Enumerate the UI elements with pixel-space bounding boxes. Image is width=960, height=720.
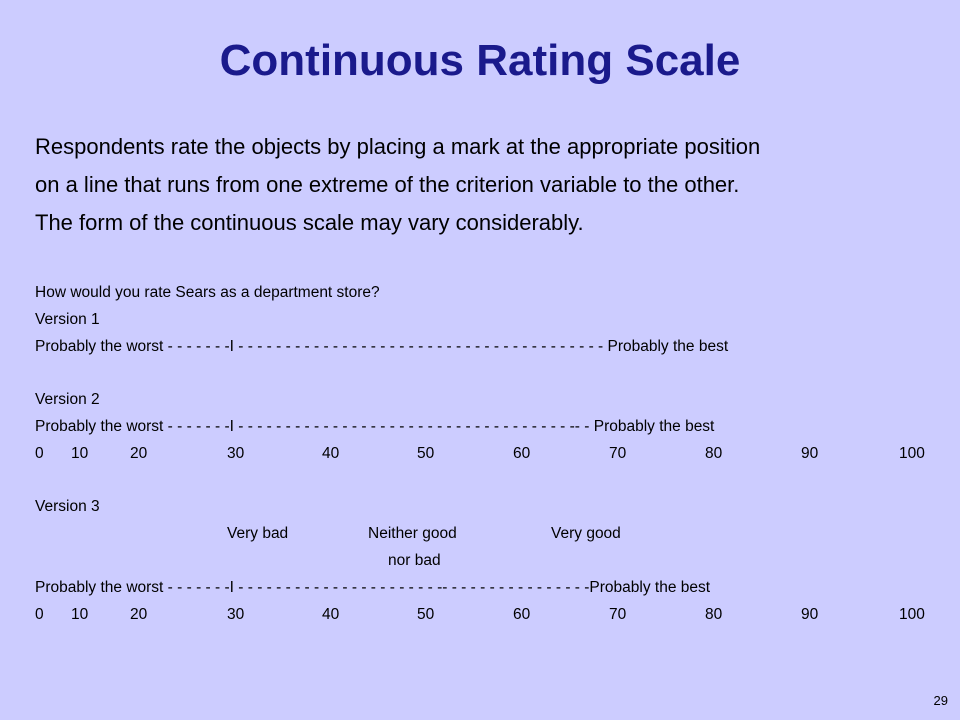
slide-title: Continuous Rating Scale (219, 36, 741, 85)
scale-number: 60 (513, 606, 531, 623)
anchor-neither-good: Neither good (368, 525, 457, 542)
version2-scale-numbers: 0 10 20 30 40 50 60 70 80 90 100 (35, 444, 935, 464)
anchor-nor-bad: nor bad (388, 552, 441, 569)
anchor-very-good: Very good (551, 525, 621, 542)
version1-scale-line: Probably the worst - - - - - - -I - - - … (35, 338, 729, 355)
version1-label: Version 1 (35, 311, 100, 328)
scale-number: 20 (130, 606, 148, 623)
scale-number: 70 (609, 606, 627, 623)
intro-line: on a line that runs from one extreme of … (35, 172, 740, 197)
question-text: How would you rate Sears as a department… (35, 284, 380, 301)
scale-number: 70 (609, 445, 627, 462)
intro-line: The form of the continuous scale may var… (35, 210, 584, 235)
version3-label: Version 3 (35, 498, 100, 515)
scale-number: 100 (899, 445, 925, 462)
scale-number: 100 (899, 606, 925, 623)
scale-number: 40 (322, 445, 340, 462)
scale-number: 20 (130, 445, 148, 462)
scale-number: 30 (227, 606, 245, 623)
page-number: 29 (933, 693, 948, 708)
scale-number: 80 (705, 445, 723, 462)
intro-paragraph: Respondents rate the objects by placing … (35, 128, 945, 242)
scale-number: 40 (322, 606, 340, 623)
scale-number: 90 (801, 606, 819, 623)
scale-number: 60 (513, 445, 531, 462)
intro-line: Respondents rate the objects by placing … (35, 134, 761, 159)
scale-number: 80 (705, 606, 723, 623)
version3-scale-line: Probably the worst - - - - - - -I - - - … (35, 579, 711, 596)
version2-label: Version 2 (35, 391, 100, 408)
scale-number: 0 (35, 445, 44, 462)
scale-number: 10 (71, 606, 89, 623)
scale-number: 0 (35, 606, 44, 623)
anchor-very-bad: Very bad (227, 525, 289, 542)
version3-scale-numbers: 0 10 20 30 40 50 60 70 80 90 100 (35, 605, 935, 625)
version2-scale-line: Probably the worst - - - - - - -I - - - … (35, 418, 715, 435)
scale-number: 30 (227, 445, 245, 462)
scale-number: 50 (417, 445, 435, 462)
scale-number: 10 (71, 445, 89, 462)
scale-number: 50 (417, 606, 435, 623)
scale-number: 90 (801, 445, 819, 462)
